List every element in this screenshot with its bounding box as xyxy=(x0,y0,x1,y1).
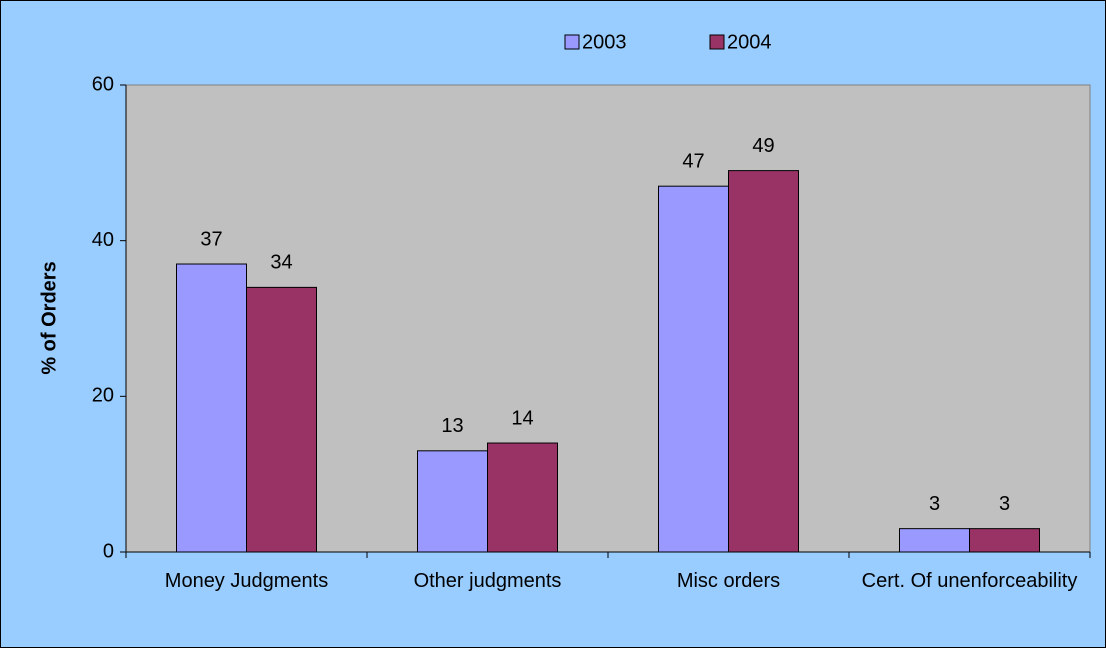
x-tick-label: Money Judgments xyxy=(164,570,329,592)
bar xyxy=(487,442,558,553)
bar xyxy=(417,450,488,553)
legend-label: 2004 xyxy=(727,31,772,53)
value-label: 3 xyxy=(999,493,1010,515)
value-label: 49 xyxy=(752,135,774,157)
bar xyxy=(658,185,729,553)
y-tick-label: 20 xyxy=(92,385,114,407)
bar xyxy=(176,263,247,553)
legend-swatch xyxy=(564,34,580,50)
value-label: 3 xyxy=(929,493,940,515)
bar xyxy=(969,528,1040,553)
value-label: 34 xyxy=(270,252,292,274)
x-tick-label: Cert. Of unenforceability xyxy=(861,570,1078,592)
value-label: 14 xyxy=(511,407,533,429)
bar xyxy=(246,286,317,553)
value-label: 13 xyxy=(441,415,463,437)
y-tick-label: 60 xyxy=(92,73,114,95)
value-label: 37 xyxy=(200,228,222,250)
y-axis-label: % of Orders xyxy=(38,261,60,374)
x-tick-label: Other judgments xyxy=(413,570,562,592)
legend-swatch xyxy=(709,34,725,50)
bar xyxy=(728,170,799,553)
value-label: 47 xyxy=(682,150,704,172)
legend-label: 2003 xyxy=(582,31,627,53)
y-tick-label: 0 xyxy=(103,540,114,562)
bar xyxy=(899,528,970,553)
x-tick-label: Misc orders xyxy=(676,570,781,592)
y-tick-label: 40 xyxy=(92,229,114,251)
